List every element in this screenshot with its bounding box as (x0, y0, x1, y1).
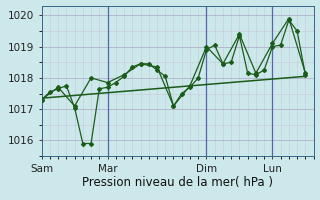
X-axis label: Pression niveau de la mer( hPa ): Pression niveau de la mer( hPa ) (82, 176, 273, 189)
